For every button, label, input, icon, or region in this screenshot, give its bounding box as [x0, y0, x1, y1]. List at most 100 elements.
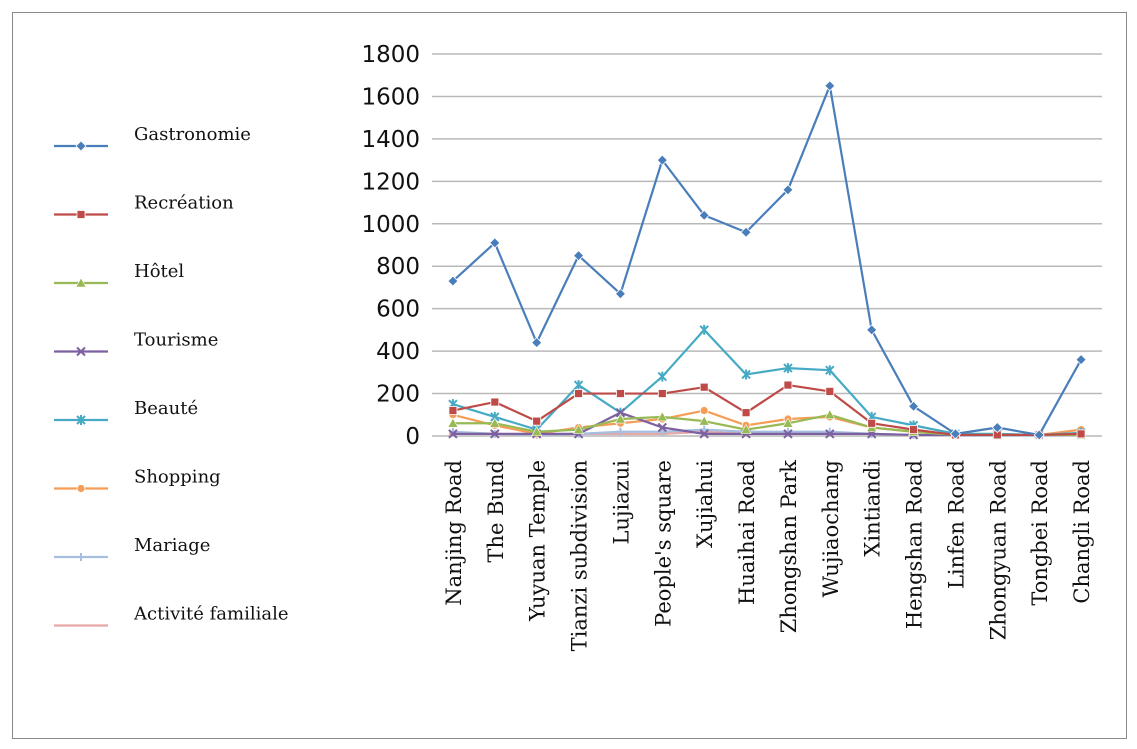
data-point: [614, 413, 626, 424]
data-point: [825, 387, 835, 396]
legend-label: Activité familiale: [133, 604, 288, 625]
data-point: [658, 427, 667, 436]
legend-item: Activité familiale: [54, 604, 288, 627]
data-point: [699, 429, 709, 439]
data-point: [616, 427, 625, 436]
data-point: [573, 424, 585, 434]
series-line: [452, 383, 1082, 437]
y-tick-label: 1800: [361, 42, 420, 68]
x-category-label: Yuyuan Temple: [526, 460, 550, 622]
legend-item: Hôtel: [54, 261, 184, 288]
y-tick-label: 1200: [361, 169, 420, 195]
data-point: [698, 209, 710, 221]
data-point: [532, 416, 542, 426]
y-tick-label: 600: [376, 297, 420, 323]
legend-label: Gastronomie: [134, 124, 251, 145]
data-point: [75, 277, 87, 288]
data-point: [699, 324, 709, 335]
x-category-label: Zhongyuan Road: [986, 460, 1010, 640]
data-point: [573, 380, 584, 391]
series-lines: [447, 80, 1087, 441]
data-point: [448, 406, 458, 415]
data-point: [909, 425, 918, 435]
data-point: [699, 382, 709, 392]
data-point: [657, 422, 668, 433]
legend-item: Tourisme: [54, 330, 218, 357]
x-category-label: Hengshan Road: [903, 460, 927, 629]
data-point: [740, 226, 752, 238]
data-point: [698, 415, 710, 426]
legend-label: Tourisme: [134, 330, 218, 351]
data-point: [531, 337, 543, 349]
y-tick-label: 1400: [361, 127, 420, 153]
data-point: [741, 408, 751, 418]
data-point: [991, 421, 1003, 434]
data-point: [783, 380, 793, 390]
data-point: [1076, 429, 1086, 439]
y-axis-ticks: 0 200 400 600 800 1000 1200 1400 1600 1800: [361, 42, 420, 450]
data-point: [656, 154, 668, 166]
x-category-label: Tongbei Road: [1028, 460, 1052, 606]
data-point: [825, 429, 835, 439]
y-tick-label: 800: [376, 254, 420, 280]
legend-label: Shopping: [134, 467, 221, 488]
data-point: [76, 210, 86, 219]
x-category-label: Lujiazui: [609, 460, 633, 545]
legend-label: Beauté: [134, 398, 198, 419]
data-point: [76, 346, 86, 357]
data-point: [824, 409, 836, 420]
x-category-label: Tianzi subdivision: [568, 460, 592, 651]
data-point: [76, 484, 86, 493]
x-category-label: People's square: [651, 460, 675, 627]
data-point: [574, 389, 583, 398]
data-point: [75, 140, 87, 152]
data-point: [949, 428, 962, 440]
series-line: [452, 328, 1082, 437]
data-point: [866, 324, 878, 336]
x-category-label: Changli Road: [1070, 460, 1094, 604]
data-point: [77, 553, 85, 561]
series-1: [447, 80, 1087, 441]
data-point: [447, 275, 459, 287]
x-category-label: Nanjing Road: [442, 460, 466, 606]
data-point: [741, 369, 751, 380]
data-point: [782, 417, 794, 428]
y-tick-label: 200: [376, 382, 420, 408]
legend-item: Beauté: [54, 398, 198, 425]
legend-item: Gastronomie: [54, 124, 251, 152]
y-tick-label: 400: [376, 339, 420, 365]
x-category-label: Linfen Road: [944, 460, 968, 589]
data-point: [489, 417, 501, 428]
data-point: [572, 250, 585, 262]
x-category-label: Huaihai Road: [735, 460, 759, 605]
data-point: [447, 417, 459, 428]
x-category-label: Xujiahui: [693, 460, 717, 548]
x-category-label: Zhongshan Park: [777, 460, 801, 633]
data-point: [825, 365, 835, 376]
data-point: [531, 426, 543, 437]
data-point: [615, 407, 626, 418]
x-axis-categories: Nanjing Road The Bund Yuyuan Temple Tianzi …: [442, 460, 1094, 652]
data-point: [657, 371, 668, 382]
data-point: [656, 411, 668, 422]
data-point: [783, 429, 793, 439]
data-point: [907, 400, 920, 412]
series-2: [448, 380, 1086, 440]
data-point: [490, 397, 500, 407]
legend-item: Shopping: [54, 467, 221, 493]
data-point: [1033, 429, 1045, 441]
x-category-label: Xintiandi: [861, 460, 885, 557]
legend-label: Hôtel: [134, 261, 184, 282]
data-point: [448, 429, 458, 439]
y-tick-label: 1600: [361, 84, 420, 110]
x-category-label: The Bund: [484, 460, 508, 563]
data-point: [616, 389, 625, 398]
data-point: [700, 425, 709, 434]
x-category-label: Wujiaochang: [819, 460, 843, 597]
y-tick-label: 0: [405, 424, 420, 450]
data-point: [489, 237, 501, 249]
gridlines: [432, 53, 1102, 437]
data-point: [867, 418, 877, 428]
data-point: [657, 389, 667, 398]
